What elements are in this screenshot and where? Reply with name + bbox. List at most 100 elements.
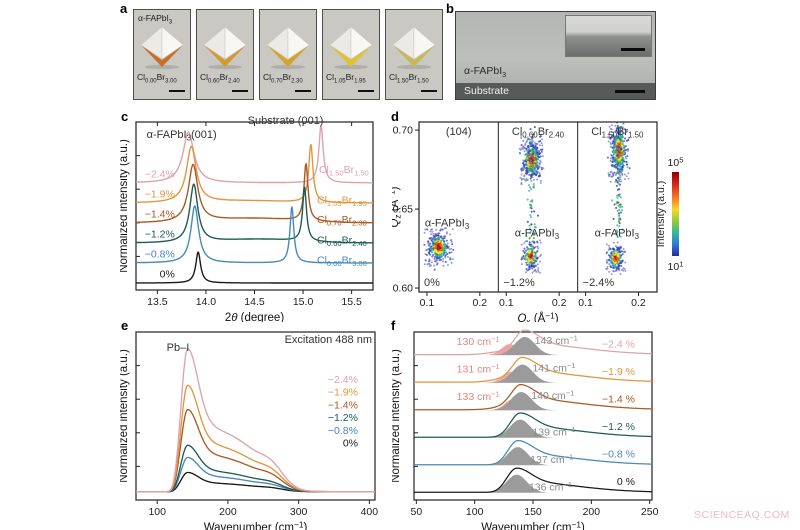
svg-text:0%: 0% (424, 277, 440, 289)
svg-text:Normalized intensity (a.u.): Normalized intensity (a.u.) (120, 349, 130, 483)
svg-text:−1.2%: −1.2% (328, 412, 358, 424)
panel-a-letter: a (120, 1, 128, 16)
crystal-tile: Cl0.70Br2.30 (259, 9, 317, 100)
svg-text:0.2: 0.2 (631, 297, 646, 309)
svg-text:400: 400 (361, 506, 379, 518)
svg-text:13.5: 13.5 (147, 296, 168, 308)
crystal-tile: Cl1.05Br1.95 (322, 9, 380, 100)
svg-text:137 cm−1: 137 cm−1 (530, 452, 573, 466)
sem-scale-bar (615, 90, 645, 93)
svg-text:200: 200 (583, 506, 601, 518)
film-label: α-FAPbI3 (464, 64, 507, 79)
svg-text:−1.9%: −1.9% (328, 387, 358, 399)
svg-text:α-FAPbI3: α-FAPbI3 (515, 228, 560, 242)
svg-text:139 cm−1: 139 cm−1 (532, 425, 575, 439)
svg-text:Normalized intensity (a.u.): Normalized intensity (a.u.) (392, 349, 402, 483)
crystal-image (392, 26, 436, 70)
svg-text:Qz (Å−1): Qz (Å−1) (392, 186, 403, 227)
panel-d-letter: d (391, 109, 399, 124)
phonon-chart: 50 100 150 200 250 0 % 136 cm−1 −0.8 % 137 cm−1 −… (392, 329, 659, 530)
sem-inset (565, 15, 652, 57)
svg-text:131 cm−1: 131 cm−1 (457, 362, 500, 376)
svg-text:140 cm−1: 140 cm−1 (531, 388, 574, 402)
crystal-image (140, 26, 184, 70)
crystal-tile: α-FAPbI3 Cl0.00Br3.00 (133, 9, 191, 100)
crystal-tile: Cl0.60Br2.40 (196, 9, 254, 100)
svg-text:300: 300 (290, 506, 308, 518)
svg-text:250: 250 (641, 506, 659, 518)
svg-text:2θ (degree): 2θ (degree) (225, 312, 284, 322)
panel-f-letter: f (391, 318, 396, 333)
svg-text:Pb–I: Pb–I (167, 342, 190, 354)
photo-scale-bar (169, 89, 185, 92)
svg-text:Cl0.00Br3.00: Cl0.00Br3.00 (317, 254, 367, 268)
svg-text:α-FAPbI3(001): α-FAPbI3(001) (147, 129, 217, 143)
crystal-image (266, 26, 310, 70)
svg-text:Normalized intensity (a.u.): Normalized intensity (a.u.) (120, 139, 130, 273)
sem-cross-section: α-FAPbI3 Substrate (455, 11, 656, 100)
svg-text:α-FAPbI3: α-FAPbI3 (425, 217, 470, 231)
crystal-image (329, 26, 373, 70)
svg-text:−1.4%: −1.4% (145, 208, 175, 220)
svg-text:150: 150 (524, 506, 542, 518)
svg-text:−1.4%: −1.4% (328, 399, 358, 411)
phase-label: α-FAPbI3 (138, 13, 173, 26)
svg-text:0.2: 0.2 (552, 297, 567, 309)
svg-text:15.5: 15.5 (341, 296, 362, 308)
svg-text:Cl0.60Br2.40: Cl0.60Br2.40 (317, 234, 367, 248)
svg-text:−0.8%: −0.8% (328, 425, 358, 437)
substrate-band: Substrate (456, 83, 655, 99)
svg-text:0 %: 0 % (617, 476, 635, 488)
svg-text:Qx (Å−1): Qx (Å−1) (517, 312, 558, 323)
svg-text:Cl0.60Br2.40: Cl0.60Br2.40 (512, 126, 565, 140)
svg-text:0.70: 0.70 (393, 125, 414, 137)
svg-text:Wavenumber (cm−1): Wavenumber (cm−1) (481, 521, 585, 530)
composition-label: Cl0.00Br3.00 (137, 72, 177, 85)
composition-label: Cl1.50Br1.50 (389, 72, 429, 85)
svg-text:Cl1.50Br1.50: Cl1.50Br1.50 (319, 164, 369, 178)
svg-text:Cl1.50Br1.50: Cl1.50Br1.50 (591, 126, 644, 140)
svg-text:(104): (104) (446, 126, 472, 138)
photo-scale-bar (358, 89, 374, 92)
svg-text:−1.4 %: −1.4 % (602, 393, 635, 405)
svg-text:Excitation 488 nm: Excitation 488 nm (285, 334, 372, 346)
svg-text:50: 50 (410, 506, 422, 518)
svg-text:α-FAPbI3: α-FAPbI3 (595, 228, 640, 242)
composition-label: Cl1.05Br1.95 (326, 72, 366, 85)
svg-text:−1.2 %: −1.2 % (602, 421, 635, 433)
svg-text:−1.2%: −1.2% (503, 277, 535, 289)
svg-text:0.1: 0.1 (578, 297, 593, 309)
xrd-chart: 13.5 14.0 14.5 15.0 15.5 0% −0.8% Cl0.00Br3.00 −… (120, 115, 374, 322)
inset-scale-bar (621, 48, 645, 51)
svg-text:136 cm−1: 136 cm−1 (529, 480, 572, 494)
photo-scale-bar (421, 89, 437, 92)
panel-c-letter: c (121, 109, 129, 124)
svg-text:141 cm−1: 141 cm−1 (532, 361, 575, 375)
svg-text:Wavenumber (cm−1): Wavenumber (cm−1) (204, 521, 308, 530)
svg-text:105: 105 (668, 156, 684, 170)
svg-text:0.1: 0.1 (499, 297, 514, 309)
svg-text:0.2: 0.2 (473, 297, 488, 309)
svg-text:−1.9 %: −1.9 % (602, 366, 635, 378)
svg-text:0%: 0% (160, 268, 175, 280)
composition-label: Cl0.60Br2.40 (200, 72, 240, 85)
svg-text:200: 200 (219, 506, 237, 518)
svg-text:15.0: 15.0 (293, 296, 314, 308)
svg-text:−2.4%: −2.4% (328, 374, 358, 386)
svg-text:Intensity (a.u.): Intensity (a.u.) (655, 181, 667, 248)
rsm-chart: (104) α-FAPbI3 0% 0.1 0.2 Cl0.60Br2.40 α-FAPbI… (392, 121, 684, 323)
svg-text:133 cm−1: 133 cm−1 (457, 390, 500, 404)
svg-text:Cl0.70Br2.30: Cl0.70Br2.30 (317, 214, 367, 228)
svg-text:0.1: 0.1 (420, 297, 435, 309)
svg-text:−1.9%: −1.9% (145, 188, 175, 200)
svg-text:−2.4%: −2.4% (145, 168, 175, 180)
svg-text:100: 100 (466, 506, 484, 518)
photo-scale-bar (295, 89, 311, 92)
svg-text:Cl1.05Br1.95: Cl1.05Br1.95 (317, 194, 367, 208)
substrate-label: Substrate (464, 85, 509, 97)
composition-label: Cl0.70Br2.30 (263, 72, 303, 85)
svg-text:−2.4%: −2.4% (583, 277, 615, 289)
svg-text:−0.8 %: −0.8 % (602, 449, 635, 461)
